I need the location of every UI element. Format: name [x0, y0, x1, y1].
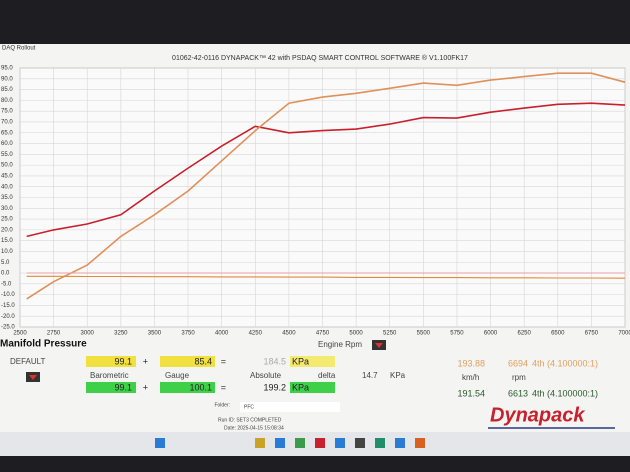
brand: Dynapack: [490, 404, 585, 426]
value-box: [290, 356, 335, 367]
speed-value: 4th (4.100000:1): [532, 358, 598, 368]
x-tick-label: 4000: [215, 331, 229, 337]
x-tick-label: 2750: [47, 331, 61, 337]
folder-label: Folder:: [214, 402, 230, 408]
y-tick-label: 35.0: [1, 195, 13, 201]
value-box: [290, 382, 335, 393]
value-box[interactable]: [160, 382, 215, 393]
pressure-value: 99.1: [114, 356, 132, 366]
x-tick-label: 5250: [383, 331, 397, 337]
folder-value: PFC: [244, 404, 254, 410]
run-id: Run ID: SET3 COMPLETED: [218, 417, 282, 423]
folder-box[interactable]: [240, 402, 340, 412]
y-tick-label: 25.0: [1, 217, 13, 223]
y-tick-label: 45.0: [1, 173, 13, 179]
y-tick-label: 40.0: [1, 184, 13, 190]
y-tick-label: -5.0: [1, 281, 12, 287]
unit-label: km/h: [462, 373, 479, 382]
preset: DEFAULT: [10, 357, 46, 366]
y-tick-label: 80.0: [1, 98, 13, 104]
y-tick-label: 65.0: [1, 130, 13, 136]
x-tick-label: 6250: [517, 331, 531, 337]
run-date: Date: 2025-04-15 15:08:34: [224, 425, 284, 431]
y-tick-label: 15.0: [1, 238, 13, 244]
y-tick-label: 5.0: [1, 260, 10, 266]
pressure-label: delta: [318, 371, 336, 380]
speed-value: 6694: [508, 358, 528, 368]
pressure-value: KPa: [292, 382, 309, 392]
x-tick-label: 6750: [585, 331, 599, 337]
y-tick-label: -25.0: [1, 325, 15, 331]
series-line: [26, 275, 626, 279]
dropdown-arrow: [29, 375, 37, 380]
dropdown-arrow: [375, 343, 383, 348]
pressure-label: Absolute: [250, 371, 282, 380]
pressure-label: 14.7: [362, 371, 378, 380]
x-tick-label: 5500: [417, 331, 431, 337]
pressure-value: 99.1: [114, 382, 132, 392]
x-tick-label: 4750: [316, 331, 330, 337]
speed-value: 4th (4.100000:1): [532, 388, 598, 398]
y-tick-label: 95.0: [1, 66, 13, 72]
y-tick-label: -20.0: [1, 314, 15, 320]
pressure-value: =: [221, 356, 226, 366]
unit-label: rpm: [512, 373, 526, 382]
y-tick-label: 55.0: [1, 152, 13, 158]
y-tick-label: 20.0: [1, 227, 13, 233]
pressure-value: 85.4: [194, 356, 212, 366]
x-tick-label: 3750: [181, 331, 195, 337]
value-box: [86, 356, 136, 367]
x-tick-label: 2500: [13, 331, 27, 337]
panel-title: Manifold Pressure: [0, 339, 87, 350]
speed-value: 6613: [508, 388, 528, 398]
y-tick-label: 30.0: [1, 206, 13, 212]
y-tick-label: 90.0: [1, 76, 13, 82]
y-tick-label: 50.0: [1, 163, 13, 169]
pressure-label: KPa: [390, 371, 406, 380]
window-title: DAQ Rollout: [2, 46, 36, 52]
pressure-value: =: [221, 382, 226, 392]
x-tick-label: 3500: [148, 331, 162, 337]
pressure-value: +: [143, 356, 148, 366]
x-tick-label: 7000: [618, 331, 630, 337]
series-line: [26, 72, 626, 300]
y-tick-label: -10.0: [1, 292, 15, 298]
speed-value: 193.88: [457, 358, 485, 368]
x-tick-label: 6000: [484, 331, 498, 337]
pressure-label: Gauge: [165, 371, 190, 380]
x-tick-label: 5000: [349, 331, 363, 337]
pressure-value: KPa: [292, 356, 309, 366]
y-tick-label: 75.0: [1, 109, 13, 115]
pressure-label: Barometric: [90, 371, 129, 380]
value-box: [160, 356, 215, 367]
x-tick-label: 4250: [249, 331, 263, 337]
x-tick-label: 6500: [551, 331, 565, 337]
chart-title: 01062-42-0116 DYNAPACK™ 42 with PSDAQ SM…: [172, 54, 468, 62]
series-line: [26, 102, 626, 238]
x-tick-label: 3250: [114, 331, 128, 337]
taskbar-icons: [155, 438, 425, 448]
y-tick-label: 10.0: [1, 249, 13, 255]
speed-value: 191.54: [457, 388, 485, 398]
value-box[interactable]: [86, 382, 136, 393]
pressure-value: 199.2: [263, 382, 286, 392]
x-tick-label: 5750: [450, 331, 464, 337]
pressure-value: +: [143, 382, 148, 392]
y-tick-label: -15.0: [1, 303, 15, 309]
x-tick-label: 4500: [282, 331, 296, 337]
y-tick-label: 0.0: [1, 271, 10, 277]
y-tick-label: 60.0: [1, 141, 13, 147]
y-tick-label: 85.0: [1, 87, 13, 93]
pressure-value: 100.1: [189, 382, 212, 392]
x-axis-label: Engine Rpm: [318, 340, 362, 349]
y-tick-label: 70.0: [1, 120, 13, 126]
pressure-value: 184.5: [263, 356, 286, 366]
x-tick-label: 3000: [81, 331, 95, 337]
